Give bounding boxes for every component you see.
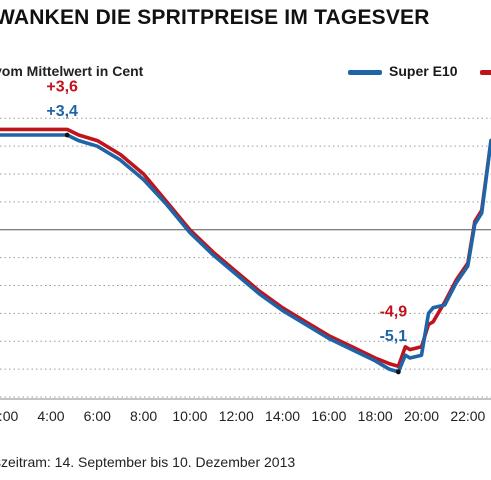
source-note: szeitram: 14. September bis 10. Dezember… <box>0 454 296 470</box>
legend-swatch-super-e10 <box>348 70 382 75</box>
data-label: -4,9 <box>380 303 408 320</box>
data-label: -5,1 <box>380 328 408 345</box>
x-tick-label: 12:00 <box>219 408 254 424</box>
y-axis-label: vom Mittelwert in Cent <box>0 63 144 79</box>
data-label: +3,4 <box>46 103 78 120</box>
x-tick-label: 8:00 <box>130 408 157 424</box>
x-tick-label: 10:00 <box>172 408 207 424</box>
data-label: +3,6 <box>46 78 78 95</box>
x-tick-label: 22:00 <box>450 408 485 424</box>
x-tick-label: 4:00 <box>37 408 64 424</box>
legend-swatch-diesel <box>480 70 491 75</box>
x-tick-label: 20:00 <box>404 408 439 424</box>
x-tick-label: 2:00 <box>0 408 18 424</box>
x-tick-label: 16:00 <box>311 408 346 424</box>
data-point-marker <box>395 369 401 375</box>
chart-title: WANKEN DIE SPRITPREISE IM TAGESVER <box>0 6 430 29</box>
x-tick-label: 14:00 <box>265 408 300 424</box>
x-tick-label: 6:00 <box>84 408 111 424</box>
series-line-super-e10 <box>0 133 491 374</box>
x-tick-label: 18:00 <box>358 408 393 424</box>
series-line-diesel <box>0 127 491 369</box>
legend-label-super-e10: Super E10 <box>389 63 458 79</box>
data-point-marker <box>64 132 70 138</box>
